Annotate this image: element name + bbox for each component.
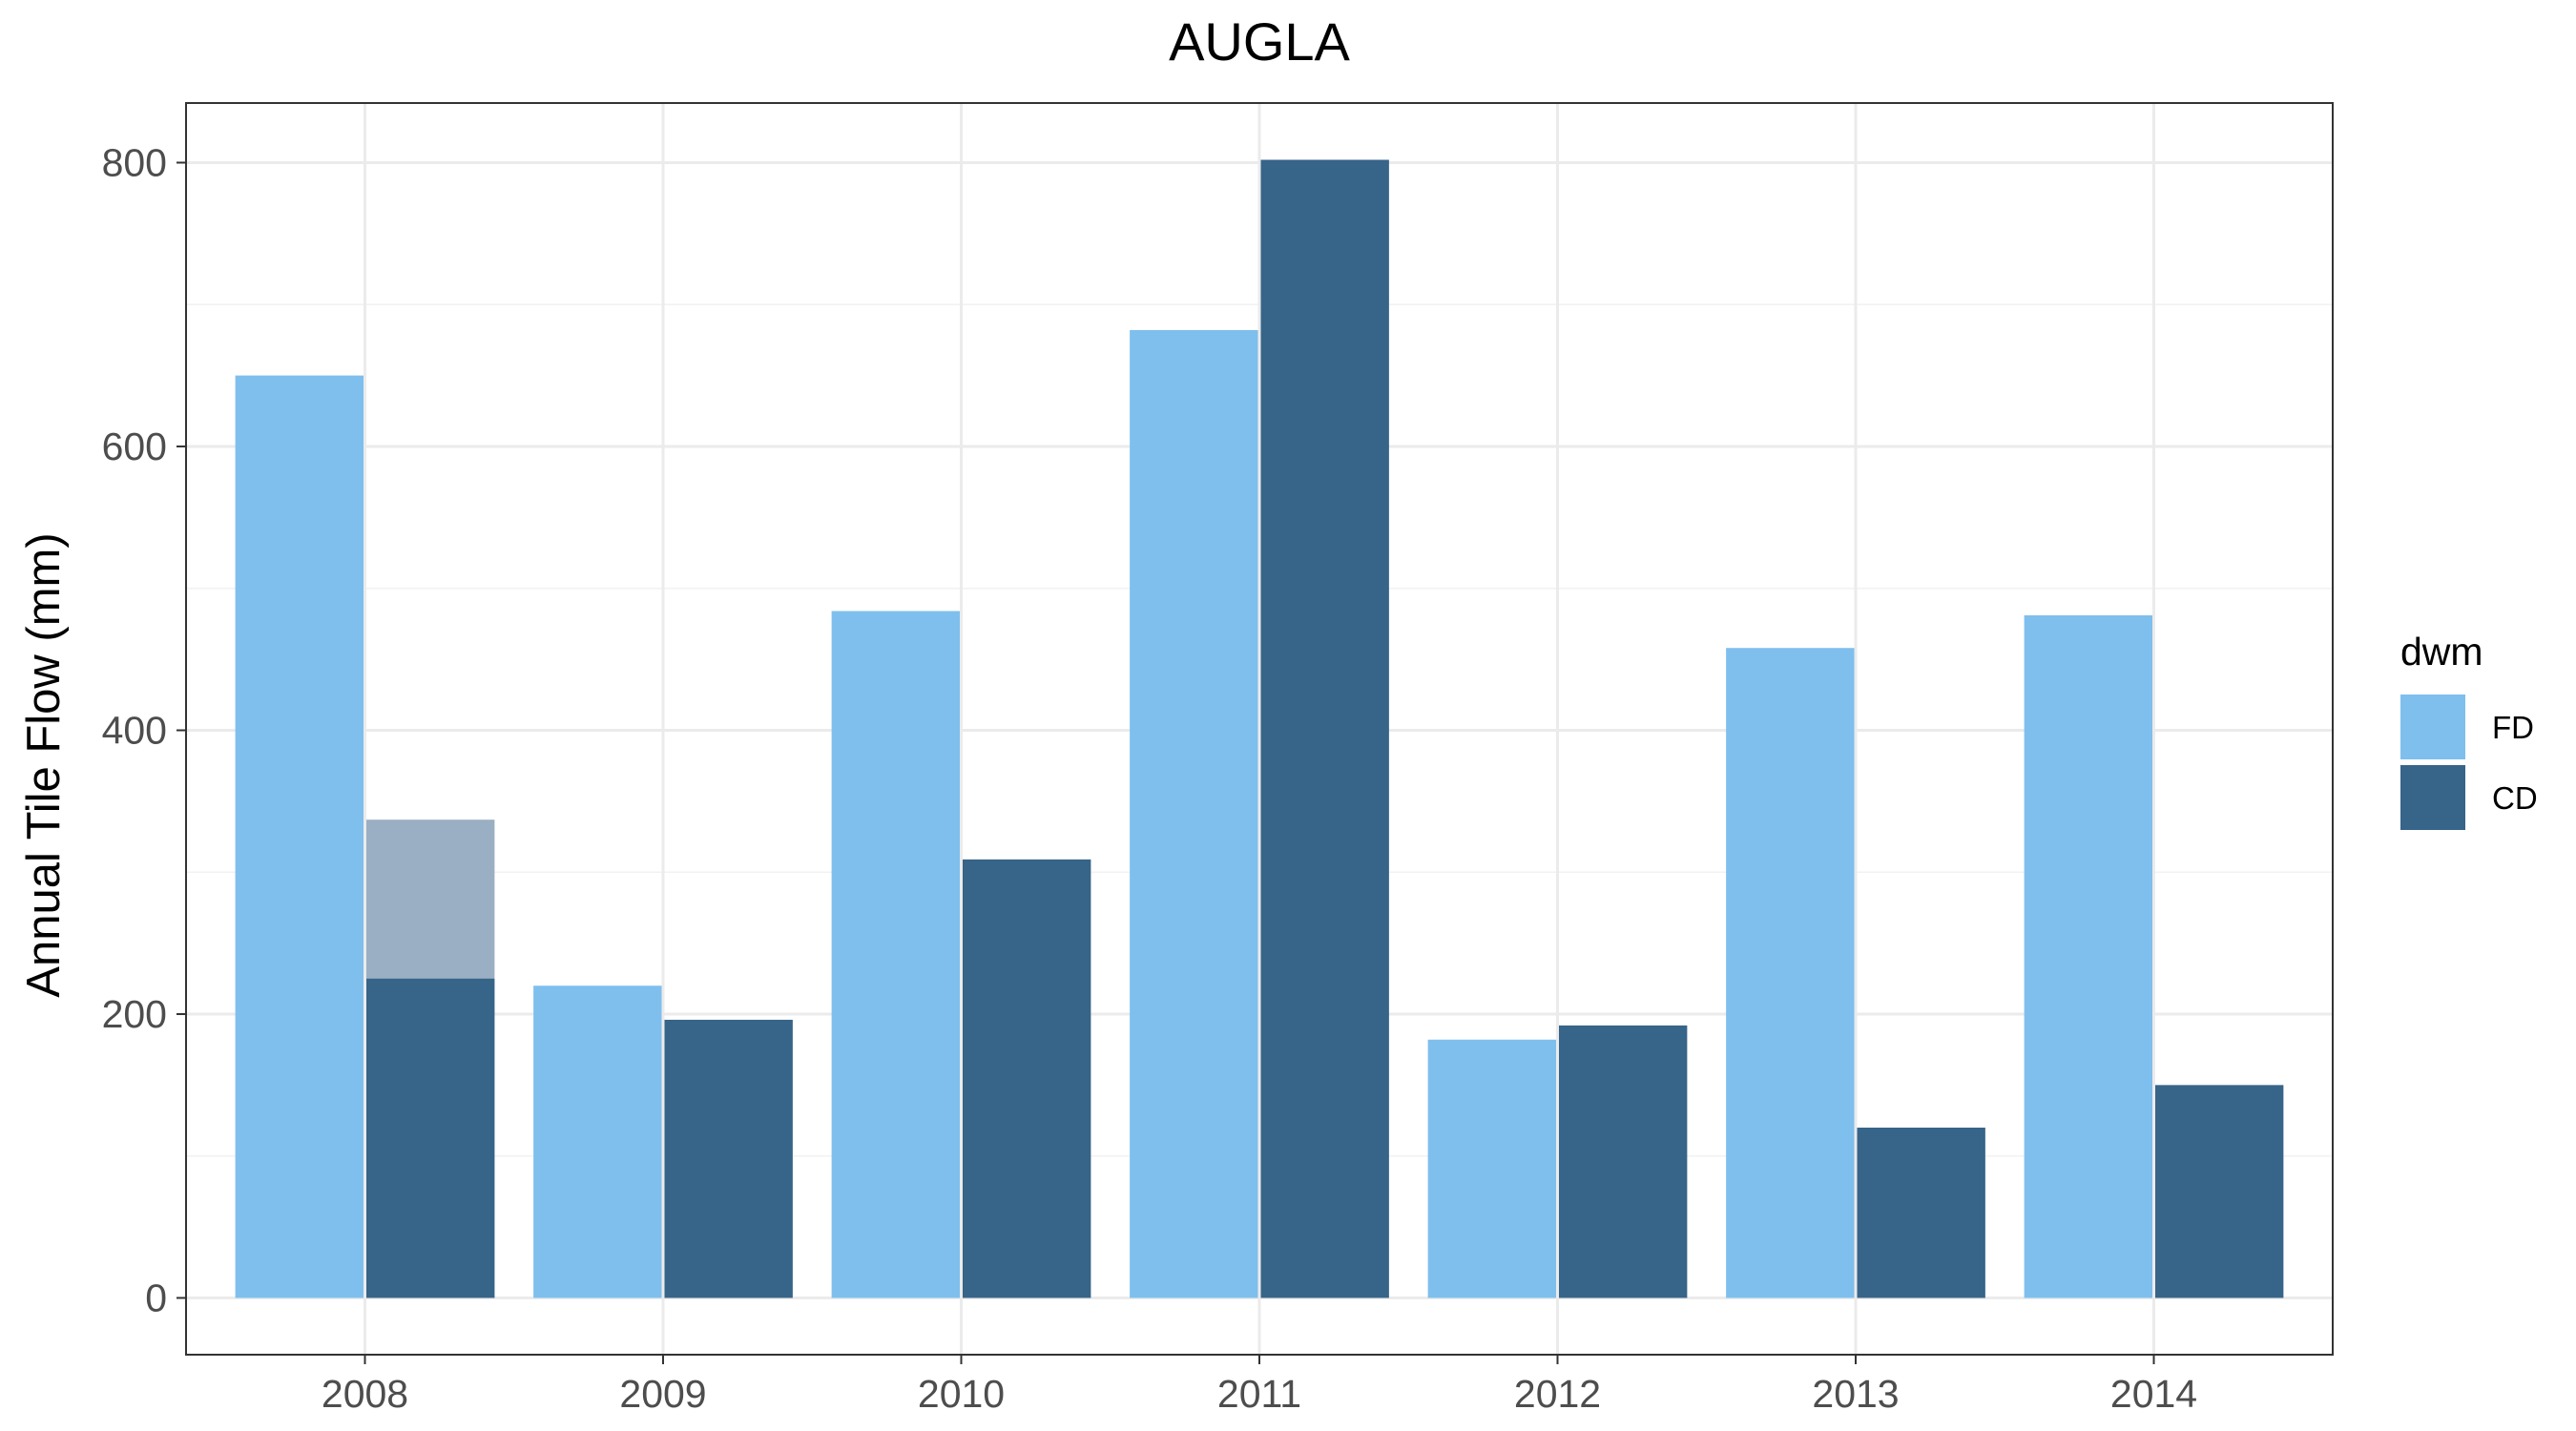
y-tick-label: 200 <box>102 992 167 1036</box>
bar-fd-2012 <box>1427 1039 1556 1298</box>
bar-cd-2009 <box>664 1019 793 1298</box>
y-axis-title: Annual Tile Flow (mm) <box>18 532 70 997</box>
bar-fd-2011 <box>1130 330 1258 1298</box>
bar-fd-2009 <box>533 985 662 1298</box>
bar-fd-2008 <box>235 375 364 1298</box>
x-tick-label: 2010 <box>918 1372 1005 1416</box>
x-tick-label: 2009 <box>619 1372 706 1416</box>
y-tick-label: 800 <box>102 140 167 184</box>
x-tick-labels: 2008 2009 2010 2011 2012 2013 2014 <box>322 1372 2197 1416</box>
bars <box>235 159 2284 1298</box>
x-tick-label: 2014 <box>2110 1372 2197 1416</box>
bar-fd-2014 <box>2024 614 2152 1298</box>
legend-key-cd <box>2400 765 2465 830</box>
x-tick-label: 2008 <box>322 1372 408 1416</box>
legend-label-cd: CD <box>2492 780 2538 816</box>
bar-cd-2011 <box>1260 159 1389 1298</box>
legend-key-fd <box>2400 695 2465 759</box>
y-tick-label: 600 <box>102 425 167 468</box>
bar-fd-2010 <box>831 611 960 1298</box>
legend-entries: FD CD <box>2400 695 2538 830</box>
y-tick-labels: 0 200 400 600 800 <box>102 140 167 1319</box>
bar-cd-2008 <box>366 978 495 1298</box>
y-tick-label: 400 <box>102 708 167 752</box>
legend-label-fd: FD <box>2492 710 2534 745</box>
legend: dwm FD CD <box>2400 630 2538 830</box>
major-gridlines <box>186 103 2333 1355</box>
x-tick-label: 2011 <box>1217 1372 1301 1416</box>
x-tick-label: 2012 <box>1514 1372 1601 1416</box>
legend-title: dwm <box>2400 630 2483 674</box>
axis-ticks <box>177 161 2155 1364</box>
chart-title: AUGLA <box>1169 11 1350 72</box>
y-tick-label: 0 <box>145 1275 167 1319</box>
bar-fd-2013 <box>1726 648 1855 1298</box>
bar-cd-2013 <box>1857 1127 1985 1298</box>
bar-cd-2012 <box>1559 1025 1688 1298</box>
bar-cd-2014 <box>2155 1085 2284 1298</box>
bar-cd-2010 <box>963 859 1091 1298</box>
x-tick-label: 2013 <box>1812 1372 1899 1416</box>
